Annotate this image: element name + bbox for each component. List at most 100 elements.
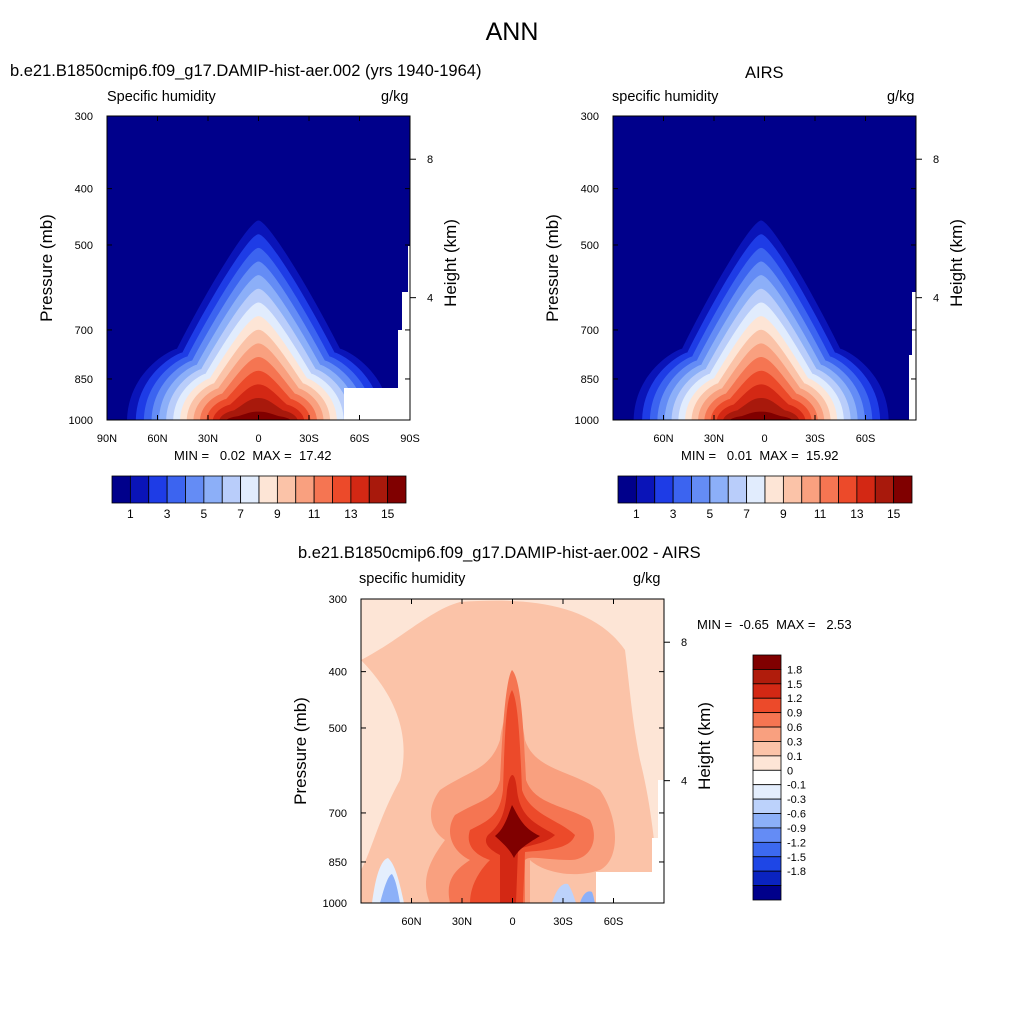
- colorbar1-label: 1: [127, 507, 134, 521]
- colorbar3-swatch: [752, 769, 782, 786]
- height-tick-label: 4: [681, 776, 687, 788]
- colorbar3-swatch: [752, 841, 782, 858]
- colorbar1-swatch: [111, 475, 131, 504]
- colorbar2-swatch: [727, 475, 748, 504]
- height-tick-label: 4: [933, 293, 939, 305]
- colorbar3-swatch: [752, 726, 782, 742]
- colorbar2-swatch: [617, 475, 637, 504]
- colorbar1-swatch: [258, 475, 278, 504]
- y2-axis-label: Height (km): [441, 219, 460, 307]
- lat-tick-label: 60N: [147, 433, 167, 445]
- colorbar3-swatch: [752, 741, 782, 757]
- panel3-contours: [361, 599, 664, 903]
- y-axis-label: Pressure (mb): [291, 697, 310, 805]
- colorbar2-swatch: [635, 475, 656, 504]
- panel1-contours: [107, 116, 410, 420]
- panel1-title: b.e21.B1850cmip6.f09_g17.DAMIP-hist-aer.…: [10, 62, 482, 80]
- colorbar1-label: 13: [344, 507, 358, 521]
- colorbar1-swatch: [166, 475, 186, 504]
- panel3-minmax: MIN = -0.65 MAX = 2.53: [697, 617, 852, 632]
- colorbar2-swatch: [691, 475, 711, 504]
- lat-tick-label: 30S: [553, 916, 573, 928]
- colorbar3-swatch: [752, 827, 782, 843]
- panel3-units-label: g/kg: [633, 571, 661, 587]
- colorbar3-label: -1.8: [787, 866, 806, 878]
- pressure-tick-label: 300: [75, 111, 93, 123]
- colorbar3-swatch: [752, 885, 782, 901]
- colorbar2-swatch: [746, 475, 766, 504]
- pressure-tick-label: 850: [581, 374, 599, 386]
- colorbar3-label: -0.3: [787, 794, 806, 806]
- colorbar1-label: 15: [381, 507, 395, 521]
- missing-data-region: [344, 388, 410, 420]
- contour-level-neg: [580, 891, 595, 903]
- colorbar2-label: 7: [743, 507, 750, 521]
- colorbar2-label: 9: [780, 507, 787, 521]
- colorbar3-label: 0.9: [787, 708, 802, 720]
- colorbar2-swatch: [782, 475, 803, 504]
- colorbar2-label: 1: [633, 507, 640, 521]
- panel2-title: AIRS: [745, 64, 784, 82]
- colorbar3-swatch: [752, 712, 782, 728]
- colorbar2-swatch: [819, 475, 839, 504]
- pressure-tick-label: 700: [329, 808, 347, 820]
- colorbar1-label: 11: [308, 507, 321, 521]
- pressure-tick-label: 1000: [69, 415, 93, 427]
- colorbar3-swatch: [752, 697, 782, 714]
- lat-tick-label: 0: [509, 916, 515, 928]
- colorbar2-label: 5: [707, 507, 714, 521]
- contour-level-14: [723, 398, 800, 420]
- colorbar3-label: 0.1: [787, 751, 802, 763]
- panel2-units-label: g/kg: [887, 89, 915, 105]
- y-axis-label: Pressure (mb): [37, 214, 56, 322]
- colorbar3-label: -0.1: [787, 780, 806, 792]
- colorbar2-label: 11: [814, 507, 827, 521]
- pressure-tick-label: 1000: [575, 415, 599, 427]
- contour-level-neg: [552, 883, 576, 903]
- colorbar1-label: 3: [164, 507, 171, 521]
- panel1-variable-label: Specific humidity: [107, 89, 216, 105]
- pressure-tick-label: 400: [329, 667, 347, 679]
- lat-tick-label: 60N: [653, 433, 673, 445]
- panel2-minmax: MIN = 0.01 MAX = 15.92: [681, 448, 839, 463]
- pressure-tick-label: 300: [329, 594, 347, 606]
- colorbar1-label: 5: [201, 507, 208, 521]
- colorbar3-swatch: [752, 813, 782, 829]
- lat-tick-label: 90N: [97, 433, 117, 445]
- colorbar1-swatch: [332, 475, 352, 504]
- lat-tick-label: 0: [255, 433, 261, 445]
- panel2-variable-label: specific humidity: [612, 89, 719, 105]
- missing-data-region: [596, 872, 664, 903]
- pressure-tick-label: 500: [75, 240, 93, 252]
- colorbar3-swatch: [752, 755, 782, 771]
- lat-tick-label: 30S: [805, 433, 825, 445]
- colorbar2-swatch: [838, 475, 858, 504]
- contour-level-1.8: [495, 805, 540, 858]
- colorbar3-label: 0.6: [787, 722, 802, 734]
- lat-tick-label: 60S: [350, 433, 370, 445]
- colorbar1-swatch: [185, 475, 205, 504]
- missing-data-region: [652, 838, 664, 874]
- contour-level-15: [729, 411, 793, 420]
- y2-axis-label: Height (km): [695, 702, 714, 790]
- missing-data-region: [912, 292, 916, 420]
- panel3-variable-label: specific humidity: [359, 571, 466, 587]
- y2-axis-label: Height (km): [947, 219, 966, 307]
- colorbar3-swatch: [752, 870, 782, 886]
- colorbar3-label: 0: [787, 765, 793, 777]
- colorbar2-swatch: [856, 475, 876, 504]
- colorbar2-label: 13: [850, 507, 864, 521]
- colorbar1-label: 9: [274, 507, 281, 521]
- lat-tick-label: 0: [761, 433, 767, 445]
- pressure-tick-label: 700: [581, 325, 599, 337]
- pressure-tick-label: 1000: [323, 898, 347, 910]
- pressure-tick-label: 300: [581, 111, 599, 123]
- colorbar2-swatch: [764, 475, 784, 504]
- colorbar3-swatch: [752, 683, 782, 699]
- colorbar3-label: 1.5: [787, 679, 802, 691]
- panel2-contours: [613, 116, 916, 420]
- lat-tick-label: 30N: [704, 433, 724, 445]
- y-axis-label: Pressure (mb): [543, 214, 562, 322]
- panel3-title: b.e21.B1850cmip6.f09_g17.DAMIP-hist-aer.…: [298, 544, 701, 562]
- colorbar2-swatch: [801, 475, 821, 504]
